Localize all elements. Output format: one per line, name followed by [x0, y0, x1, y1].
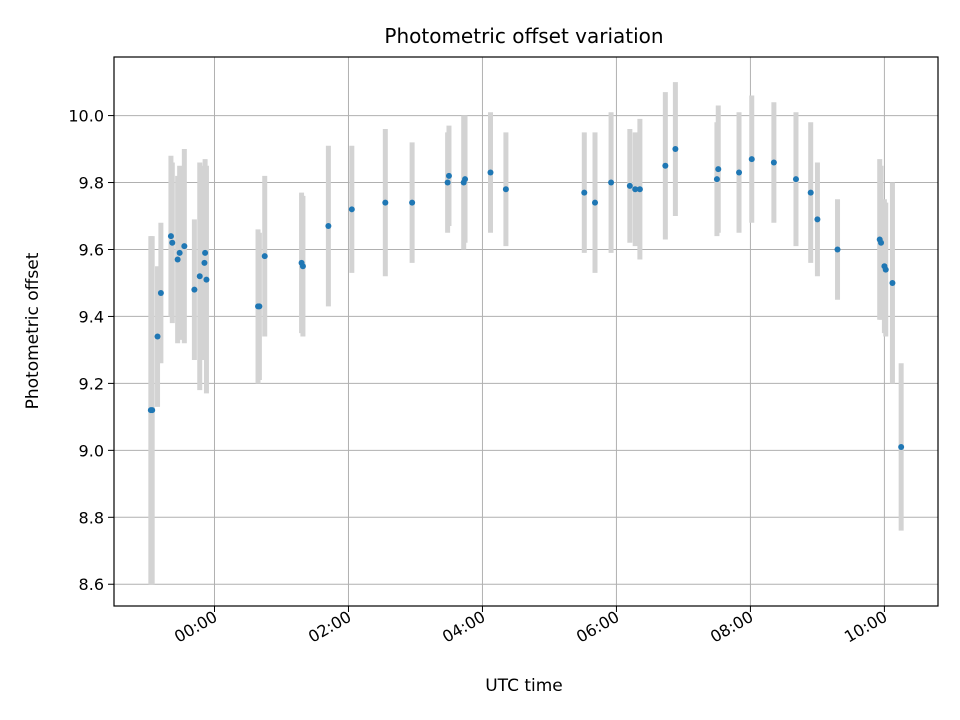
y-tick-label: 8.8 — [79, 508, 104, 527]
data-point — [807, 189, 814, 196]
data-point — [715, 166, 722, 173]
data-point — [632, 186, 639, 193]
data-point — [626, 182, 633, 189]
x-axis-label: UTC time — [485, 676, 563, 696]
data-point — [898, 443, 905, 450]
data-point — [814, 216, 821, 223]
data-point — [592, 199, 599, 206]
data-point — [169, 239, 176, 246]
data-point — [487, 169, 494, 176]
data-point — [748, 156, 755, 163]
data-point — [736, 169, 743, 176]
data-point — [154, 333, 161, 340]
data-point — [191, 286, 198, 293]
data-point — [878, 239, 885, 246]
data-point — [348, 206, 355, 213]
data-point — [261, 253, 268, 260]
data-point — [157, 290, 164, 297]
data-point — [502, 186, 509, 193]
data-point — [255, 303, 262, 310]
data-point — [444, 179, 451, 186]
data-point — [662, 162, 669, 169]
data-point — [713, 176, 720, 183]
data-point — [770, 159, 777, 166]
data-point — [792, 176, 799, 183]
grid-lines — [114, 57, 938, 606]
data-point — [176, 249, 183, 256]
data-point — [462, 176, 469, 183]
plot-frame — [113, 56, 939, 607]
data-point — [834, 246, 841, 253]
y-tick-label: 8.6 — [79, 575, 104, 594]
data-point — [889, 279, 896, 286]
y-tick-label: 9.4 — [79, 307, 104, 326]
data-point — [882, 266, 889, 273]
y-tick-label: 9.8 — [79, 174, 104, 193]
data-point — [608, 179, 615, 186]
data-point — [299, 263, 306, 270]
data-point — [382, 199, 389, 206]
data-points — [147, 146, 905, 450]
data-point — [636, 186, 643, 193]
chart-title: Photometric offset variation — [384, 24, 663, 48]
data-point — [202, 249, 209, 256]
data-point — [149, 407, 156, 414]
data-point — [196, 273, 203, 280]
data-point — [409, 199, 416, 206]
data-point — [445, 172, 452, 179]
y-tick-label: 10.0 — [68, 107, 104, 126]
data-point — [181, 243, 188, 250]
data-point — [201, 259, 208, 266]
y-tick-label: 9.2 — [79, 374, 104, 393]
data-point — [325, 223, 332, 230]
data-point — [167, 233, 174, 240]
data-point — [203, 276, 210, 283]
y-tick-label: 9.0 — [79, 441, 104, 460]
data-point — [581, 189, 588, 196]
y-axis-label: Photometric offset — [23, 252, 43, 409]
data-point — [174, 256, 181, 263]
data-point — [672, 146, 679, 153]
y-tick-label: 9.6 — [79, 240, 104, 259]
